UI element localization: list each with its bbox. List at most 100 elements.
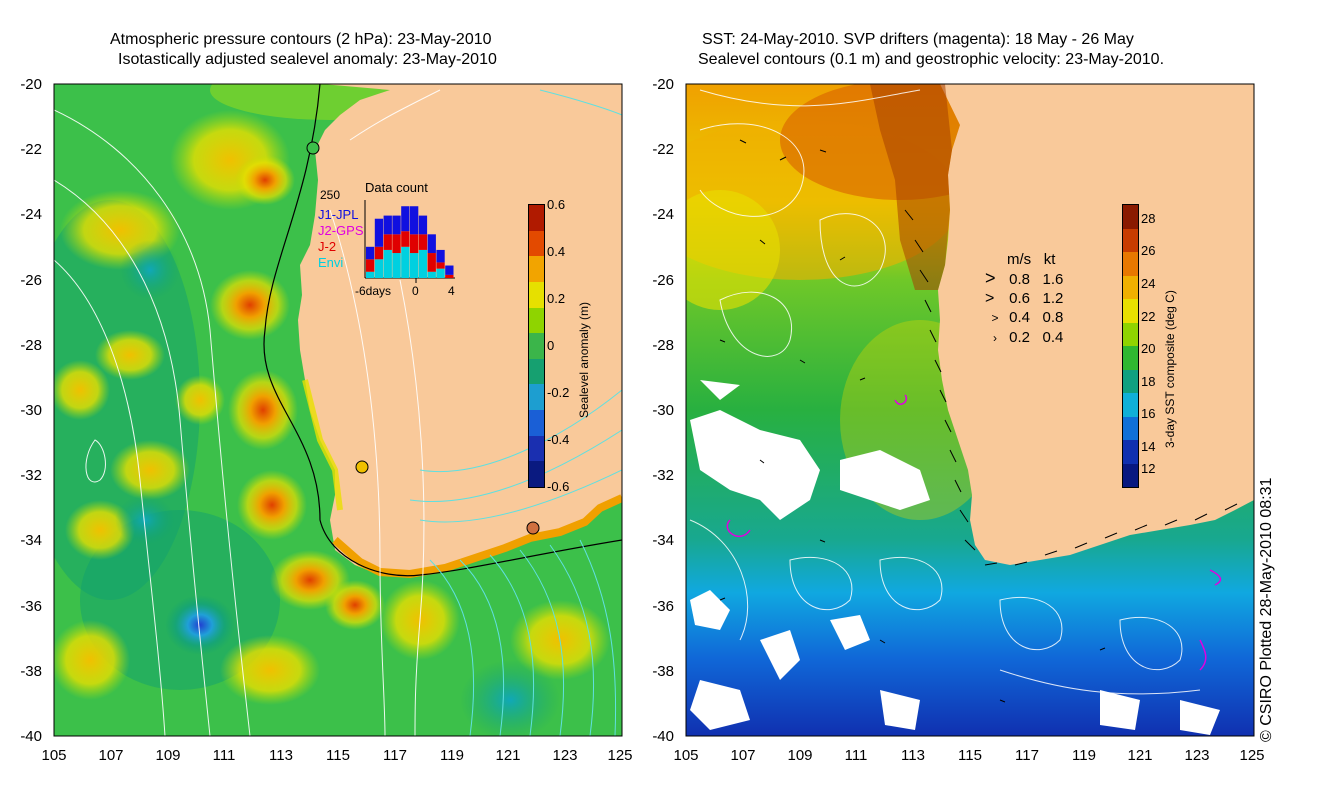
cbar-tick: 18: [1141, 374, 1156, 389]
velocity-ms: 0.2: [1009, 329, 1031, 346]
right-title-line1: SST: 24-May-2010. SVP drifters (magenta)…: [702, 31, 1134, 48]
velocity-row: > 0.8 1.6: [985, 269, 1063, 289]
left-title-line1: Atmospheric pressure contours (2 hPa): 2…: [110, 31, 492, 48]
left-y-tick: -28: [20, 337, 42, 354]
data-count-xlabel-end: 4: [448, 284, 455, 298]
data-count-bar-cyan: [401, 246, 410, 278]
left-y-tick: -20: [20, 76, 42, 93]
credit-text: © CSIRO Plotted 28-May-2010 08:31: [1258, 477, 1275, 742]
right-map: [686, 84, 1254, 736]
data-count-bar-blue: [427, 234, 436, 254]
left-x-tick: 107: [98, 747, 124, 764]
data-count-bar-red: [401, 231, 410, 247]
cbar-tick: -0.2: [547, 385, 570, 400]
left-y-tick: -38: [20, 663, 42, 680]
cbar-tick: 22: [1141, 309, 1156, 324]
left-x-tick: 115: [326, 747, 350, 764]
cbar-tick: 0.6: [547, 197, 566, 212]
data-count-bar-red: [392, 234, 401, 254]
right-x-tick: 123: [1184, 747, 1210, 764]
velocity-arrow-icon: >: [985, 290, 995, 307]
right-title-line2: Sealevel contours (0.1 m) and geostrophi…: [698, 51, 1165, 68]
right-x-tick: 105: [673, 747, 699, 764]
left-y-tick: -22: [20, 141, 42, 158]
colorbar-segment: [1123, 463, 1138, 487]
right-x-tick: 107: [730, 747, 756, 764]
colorbar-segment: [1123, 440, 1138, 464]
data-count-bar-blue: [383, 215, 392, 235]
cbar-tick: 0: [547, 338, 555, 353]
left-x-tick: 109: [155, 747, 181, 764]
data-count-bar-cyan: [436, 268, 445, 278]
left-x-tick: 125: [607, 747, 633, 764]
cbar-tick: 20: [1141, 341, 1156, 356]
data-count-title: Data count: [365, 180, 428, 195]
colorbar-segment: [529, 205, 544, 231]
velocity-row: > 0.4 0.8: [985, 308, 1063, 328]
data-count-bar-red: [410, 234, 419, 254]
right-y-tick: -24: [652, 206, 674, 223]
right-y-tick: -20: [652, 76, 674, 93]
left-y-tick: -34: [20, 532, 42, 549]
left-x-tick: 105: [41, 747, 67, 764]
velocity-legend: m/s kt > 0.8 1.6 > 0.6 1.2 > 0.4 0.8 › 0…: [985, 250, 1064, 348]
colorbar-segment: [529, 307, 544, 334]
data-count-legend: J1-JPL J2-GPS J-2 Envi: [318, 207, 364, 271]
data-count-inset: [364, 200, 455, 283]
right-x-tick: 119: [1072, 747, 1096, 764]
data-count-bar-red: [374, 246, 384, 260]
cbar-tick: 14: [1141, 439, 1156, 454]
colorbar-segment: [529, 256, 544, 282]
left-y-tick: -26: [20, 272, 42, 289]
left-y-tick: -32: [20, 467, 42, 484]
cbar-tick: 0.2: [547, 291, 566, 306]
left-x-tick: 121: [495, 747, 521, 764]
data-count-bar-cyan: [366, 271, 375, 278]
data-count-bar-cyan: [418, 249, 428, 278]
sealevel-colorbar-label: Sealevel anomaly (m): [577, 301, 591, 418]
colorbar-segment: [529, 281, 544, 308]
right-x-tick: 115: [958, 747, 982, 764]
velocity-header-ms: m/s: [1007, 251, 1032, 268]
cbar-tick: 28: [1141, 211, 1156, 226]
velocity-kt: 0.4: [1042, 329, 1064, 346]
colorbar-segment: [529, 333, 544, 359]
velocity-kt: 0.8: [1042, 309, 1064, 326]
colorbar-segment: [529, 435, 544, 462]
right-y-tick: -26: [652, 272, 674, 289]
cbar-tick: 26: [1141, 243, 1156, 258]
velocity-ms: 0.8: [1009, 271, 1031, 288]
colorbar-segment: [1123, 393, 1138, 417]
left-x-tick: 117: [383, 747, 407, 764]
velocity-ms: 0.4: [1009, 309, 1031, 326]
colorbar-segment: [529, 358, 544, 385]
velocity-arrow-icon: ›: [993, 331, 997, 345]
colorbar-segment: [529, 461, 544, 487]
right-y-tick: -34: [652, 532, 674, 549]
left-x-tick: 111: [212, 747, 236, 764]
colorbar-segment: [1123, 416, 1138, 440]
colorbar-segment: [1123, 299, 1138, 323]
colorbar-segment: [529, 410, 544, 436]
colorbar-segment: [1123, 369, 1138, 393]
data-count-bar-blue: [366, 246, 375, 260]
sst-colorbar: [1122, 204, 1139, 488]
data-count-bar-cyan: [383, 249, 392, 278]
legend-envi: Envi: [318, 255, 344, 270]
velocity-row: › 0.2 0.4: [985, 328, 1063, 348]
legend-j-2: J-2: [318, 239, 337, 254]
right-x-tick: 113: [901, 747, 925, 764]
right-x-tick: 117: [1015, 747, 1039, 764]
right-x-tick: 109: [787, 747, 813, 764]
data-count-bar-blue: [436, 249, 445, 263]
left-y-tick: -30: [20, 402, 42, 419]
right-x-tick: 125: [1239, 747, 1265, 764]
right-y-tick: -40: [652, 728, 674, 745]
data-count-bar-red: [418, 234, 428, 250]
right-y-tick: -32: [652, 467, 674, 484]
right-y-tick: -36: [652, 598, 674, 615]
colorbar-segment: [529, 384, 544, 410]
data-count-bar-blue: [410, 206, 419, 235]
data-count-bar-blue: [418, 215, 428, 235]
